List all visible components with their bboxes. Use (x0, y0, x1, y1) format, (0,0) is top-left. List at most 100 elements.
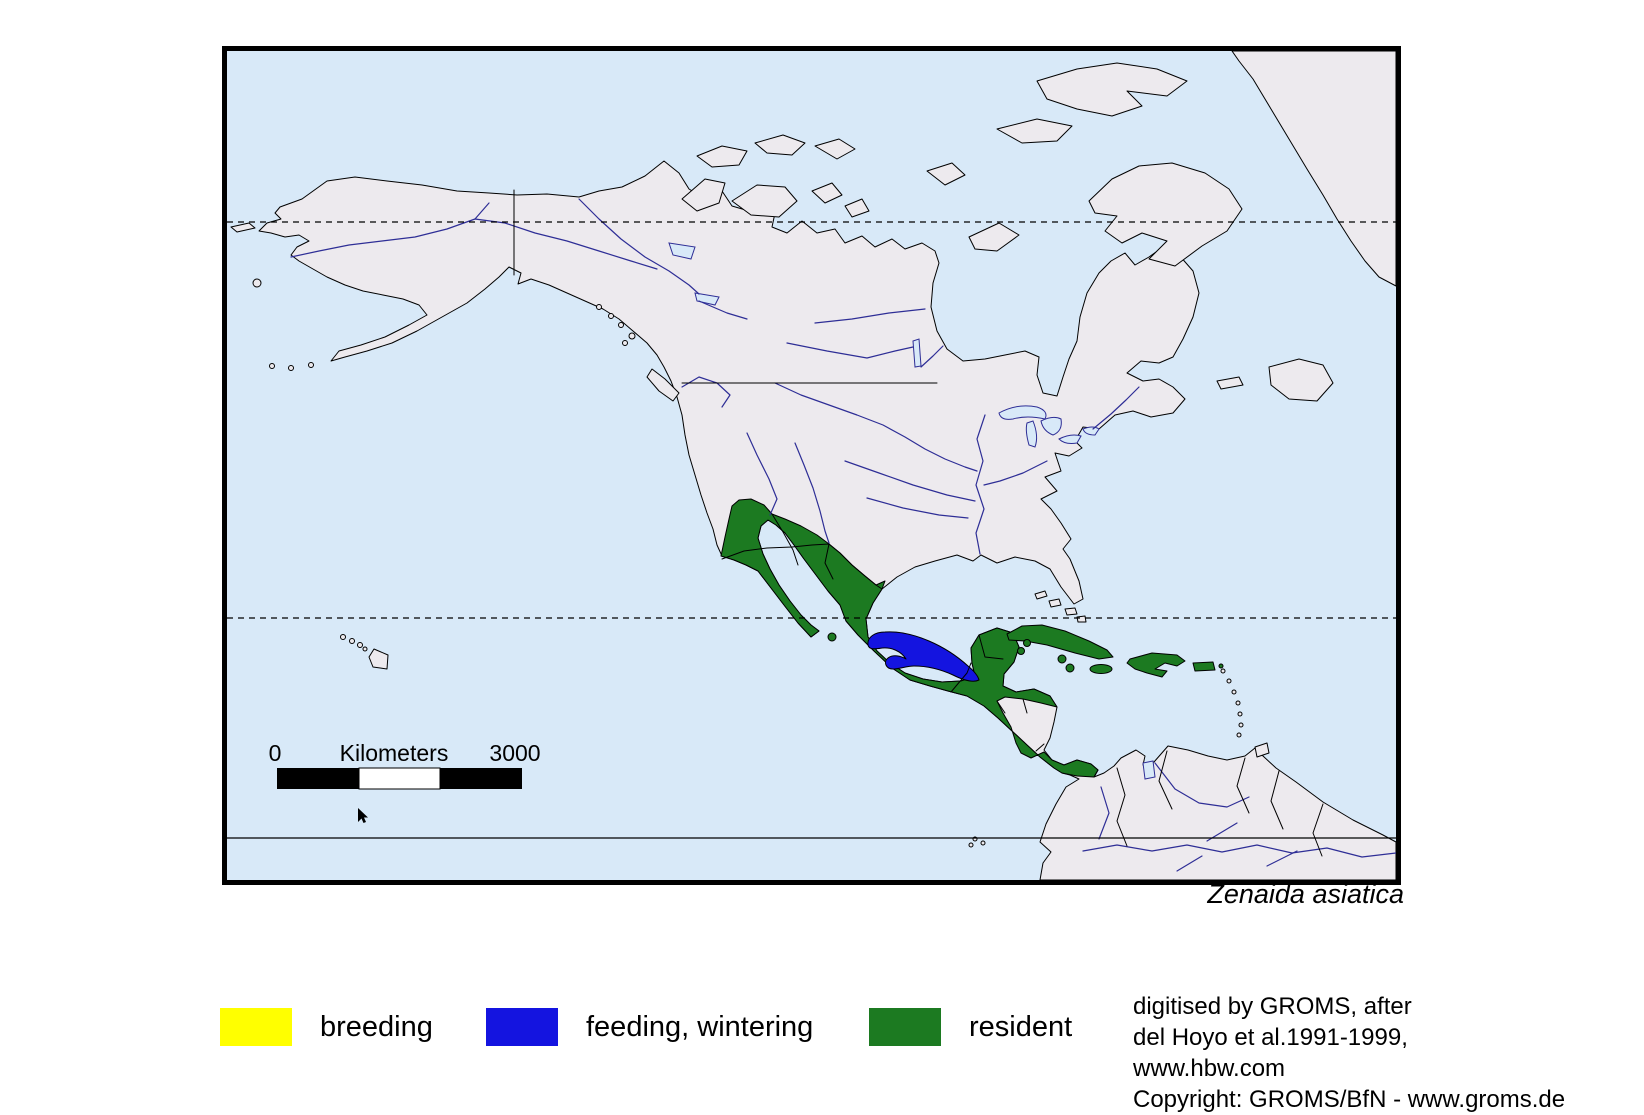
ohio-river (983, 460, 1048, 486)
greenland (1231, 51, 1396, 287)
legend-item-breeding: breeding (220, 1005, 433, 1049)
aleutian-island (269, 363, 275, 369)
great-bear-lake (668, 242, 696, 260)
species-title: Zenaida asiatica (1207, 879, 1404, 909)
lakes (668, 242, 1156, 780)
bahamas (1064, 607, 1078, 616)
scale-max-label: 3000 (489, 740, 540, 766)
lesser-antilles (1238, 722, 1244, 728)
galapagos (968, 842, 974, 848)
arctic-island (811, 182, 843, 204)
great-slave-lake (694, 292, 720, 306)
st-lawrence-island (230, 222, 256, 233)
hawaii-island (362, 646, 368, 652)
st-lawrence-river (1092, 386, 1140, 430)
panama-colombia-border (1093, 769, 1099, 778)
resident-virgin-islands (1218, 663, 1224, 669)
churchill-river (814, 308, 926, 324)
amazon-river (1082, 844, 1396, 858)
scale-bar: 0 Kilometers 3000 (269, 740, 541, 790)
yukon-tributary (474, 202, 490, 220)
amazon-tributary (1176, 855, 1203, 872)
lesser-antilles (1237, 711, 1243, 717)
devon-island (996, 118, 1073, 144)
resident-isla-juventud (1017, 647, 1025, 655)
credits-line: digitised by GROMS, after (1133, 993, 1412, 1020)
arctic-island (814, 138, 856, 160)
scale-unit-label: Kilometers (340, 740, 449, 766)
mexico-state-border (824, 543, 834, 580)
feeding-wintering-label: feeding, wintering (586, 1010, 814, 1043)
coastal-island (618, 322, 624, 328)
nunivak-island (252, 278, 262, 288)
coastal-island (608, 313, 614, 319)
hawaii-island (349, 638, 355, 644)
lesser-antilles (1235, 700, 1241, 706)
arkansas-river (844, 460, 976, 502)
lesser-antilles (1236, 732, 1242, 738)
political-borders (513, 189, 1324, 857)
mackenzie-river (578, 198, 700, 295)
feeding-wintering-blob (867, 631, 980, 682)
guatemala-border (950, 662, 972, 693)
guyana-suriname-border (1270, 770, 1284, 830)
coastal-island (628, 332, 636, 340)
rio-grande-upper (794, 442, 830, 544)
coastal-island (622, 340, 628, 346)
resident-cayman (1057, 654, 1067, 664)
nicaragua-border (1022, 698, 1028, 714)
scale-bar-segment (358, 767, 441, 790)
lake-michigan (1025, 420, 1038, 448)
magdalena-river (1098, 786, 1110, 840)
aleutian-island (308, 362, 314, 368)
arctic-island (754, 134, 806, 156)
credits-line: del Hoyo et al.1991-1999, (1133, 1024, 1408, 1051)
coastal-island (596, 304, 602, 310)
galapagos (980, 840, 986, 846)
suriname-border (1312, 803, 1324, 857)
resident-range (720, 498, 1224, 778)
resident-hispaniola (1126, 652, 1186, 678)
venezuela-border (1158, 750, 1173, 810)
latitude-lines (227, 221, 1396, 839)
scale-zero-label: 0 (269, 740, 282, 766)
resident-label: resident (969, 1010, 1073, 1043)
lake-ontario (1082, 426, 1100, 436)
southampton-island (968, 222, 1020, 252)
bahamas (1076, 615, 1087, 623)
breeding-swatch (220, 1008, 292, 1046)
honduras-border (996, 700, 1006, 714)
slave-river (698, 300, 748, 320)
resident-cayman (1065, 663, 1075, 673)
credits: digitised by GROMS, after del Hoyo et al… (1133, 991, 1565, 1115)
legend-item-feeding-wintering: feeding, wintering (486, 1005, 813, 1049)
costa-rica-border (1035, 743, 1045, 752)
missouri-river (774, 382, 978, 472)
distribution-map: 0 Kilometers 3000 (222, 46, 1401, 885)
resident-mainland (720, 498, 1099, 778)
lake-winnipeg (912, 338, 922, 368)
legend-item-resident: resident (869, 1005, 1072, 1049)
resident-tres-marias (827, 632, 837, 642)
red-river (866, 497, 969, 519)
colorado-river (746, 432, 778, 516)
saskatchewan-river (786, 342, 914, 359)
resident-cozumel (1023, 639, 1031, 647)
colombia-venezuela-border (1116, 767, 1128, 847)
map-canvas: 0 Kilometers 3000 (227, 51, 1396, 880)
banks-island (681, 178, 726, 212)
bahamas (1048, 598, 1062, 608)
anticosti-island (1216, 376, 1244, 390)
lake-huron (1040, 416, 1062, 436)
nelson-river (920, 345, 944, 368)
aleutian-island (288, 365, 294, 371)
lesser-antilles (1231, 689, 1237, 695)
yucatan-state-border (978, 634, 1004, 660)
landmasses (230, 51, 1396, 880)
breeding-label: breeding (320, 1010, 433, 1043)
baffin-island (1088, 162, 1243, 267)
resident-jamaica (1089, 664, 1113, 674)
scale-bar-segment (277, 768, 359, 789)
mississippi-river (975, 414, 986, 555)
mouse-cursor (358, 808, 368, 823)
